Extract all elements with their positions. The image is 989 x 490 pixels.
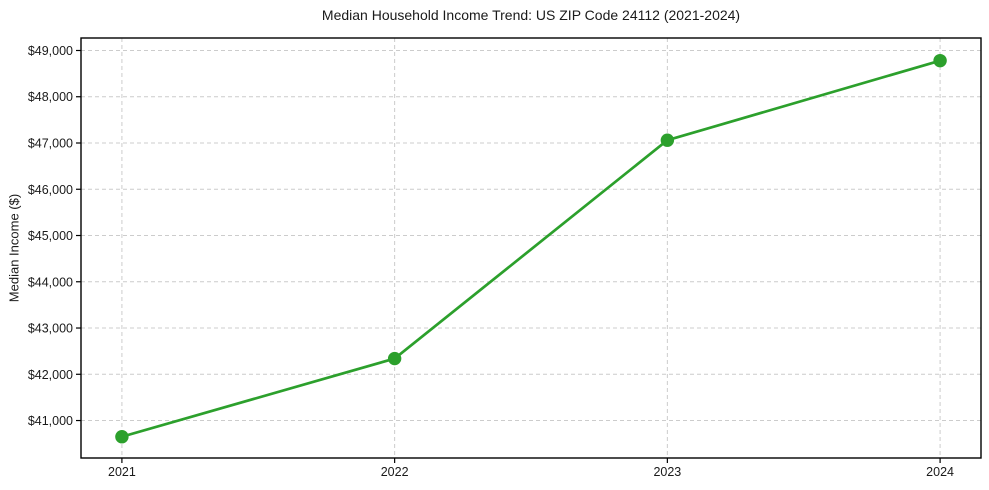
y-tick-label: $44,000 [28, 275, 73, 289]
x-tick-label: 2024 [926, 465, 954, 479]
y-tick-label: $45,000 [28, 229, 73, 243]
x-tick-label: 2021 [108, 465, 136, 479]
y-tick-label: $41,000 [28, 414, 73, 428]
chart-title: Median Household Income Trend: US ZIP Co… [321, 7, 741, 23]
y-tick-label: $43,000 [28, 322, 73, 336]
y-tick-label: $46,000 [28, 183, 73, 197]
y-tick-label: $42,000 [28, 368, 73, 382]
plot-border [80, 37, 982, 459]
y-tick-label: $48,000 [28, 90, 73, 104]
x-tick-label: 2023 [653, 465, 681, 479]
data-point-2024 [933, 53, 947, 68]
y-tick-label: $49,000 [28, 44, 73, 58]
trend-line [120, 59, 942, 439]
data-point-2021 [115, 430, 129, 444]
x-tick-label: 2022 [381, 465, 409, 479]
data-point-2023 [660, 133, 675, 147]
data-point-2022 [387, 351, 402, 366]
y-tick-label: $47,000 [28, 137, 73, 151]
